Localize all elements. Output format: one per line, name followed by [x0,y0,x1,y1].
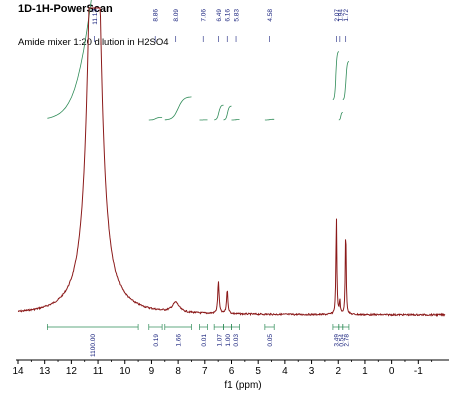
x-tick-label: 0 [389,366,395,377]
chart-subtitle: Amide mixer 1:20 dilution in H2SO4 [18,37,169,48]
peak-label: 2.07 [334,9,341,22]
integral-value: 0.54 [338,334,345,347]
x-tick-label: 1 [362,366,368,377]
peak-labels: 11.13 8.86 8.09 7.06 6.49 6.16 5.83 4.58 2.071.9… [92,9,350,42]
integral-value: 0.03 [233,334,240,347]
x-tick-label: 11 [93,366,104,377]
peak-label: 6.49 [216,9,223,22]
spectrum-line [17,7,446,317]
peak-label: 8.09 [173,9,180,22]
x-tick-label: -1 [414,366,423,377]
x-tick-label: 14 [12,366,24,377]
integral-brackets: 1100.00 0.19 1.66 0.01 1.07 1.00 0.03 0.05 3.490… [47,324,350,357]
peak-label: 7.06 [201,9,208,22]
peak-label: 1.94 [337,9,344,22]
x-tick-label: 8 [175,366,181,377]
x-tick-label: 12 [66,366,78,377]
integral-curve [264,118,275,121]
x-tick-label: 13 [39,366,51,377]
integral-curves [47,0,350,121]
integral-value: 1.66 [176,334,183,347]
x-axis: 14 13 12 11 10 9 8 7 6 5 4 3 2 1 0 -1 [12,359,449,377]
x-tick-label: 2 [335,366,341,377]
x-tick-label: 9 [149,366,155,377]
peak-label: 5.83 [234,9,241,22]
integral-curve [47,0,92,119]
peak-label: 4.58 [267,9,274,22]
x-tick-label: 5 [255,366,261,377]
integral-value: 1.07 [216,334,223,347]
integral-value: 3.49 [333,334,340,347]
integral-value: 0.05 [267,334,274,347]
x-tick-label: 6 [229,366,235,377]
integral-curve [342,60,350,101]
peak-label: 8.86 [153,9,160,22]
peak-label: 11.13 [92,9,99,25]
x-tick-label: 10 [119,366,131,377]
integral-value: 2.78 [343,334,350,347]
integral-curve [223,105,232,121]
integral-curve [338,112,343,121]
integral-curve [164,96,192,121]
x-axis-label: f1 (ppm) [224,380,261,391]
x-tick-label: 4 [282,366,288,377]
integral-value: 0.19 [153,334,160,347]
peak-label: 1.72 [343,9,350,22]
integral-value: 0.01 [201,334,208,347]
x-tick-label: 3 [309,366,315,377]
integral-curve [332,51,339,100]
integral-curve [214,104,224,121]
integral-curve [148,117,163,121]
integral-value: 1.00 [225,334,232,347]
x-tick-label: 7 [202,366,208,377]
peak-label: 6.16 [225,9,232,22]
integral-value: 1100.00 [90,334,97,357]
